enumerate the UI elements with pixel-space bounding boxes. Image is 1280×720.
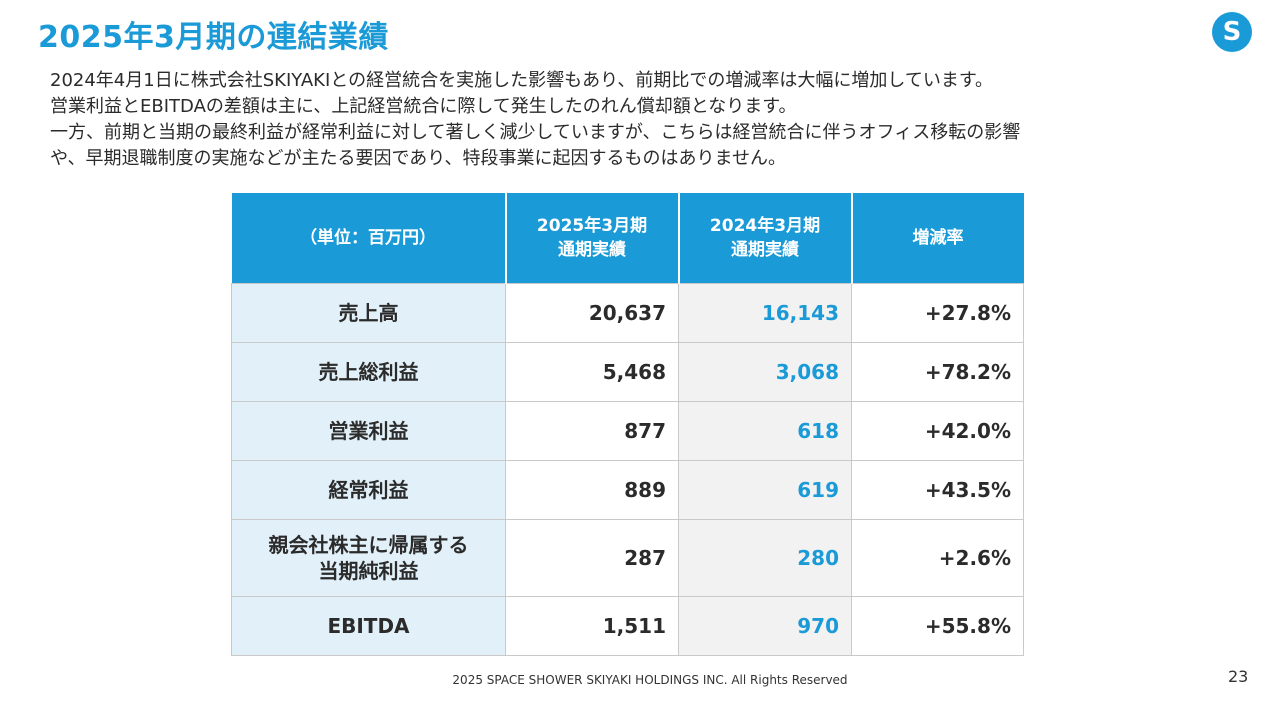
current-value: 877: [505, 401, 679, 461]
page-title: 2025年3月期の連結業績: [38, 20, 389, 55]
table-row: 売上高 20,637 16,143 +27.8%: [231, 283, 1024, 343]
row-label-line1: EBITDA: [327, 614, 410, 638]
row-label-line2: 当期純利益: [318, 559, 419, 583]
previous-value: 618: [678, 401, 852, 461]
table-row: 経常利益 889 619 +43.5%: [231, 460, 1024, 520]
header-rate: 増減率: [851, 193, 1024, 284]
header-current-period: 2025年3月期 通期実績: [505, 193, 680, 284]
change-rate: +43.5%: [851, 460, 1024, 520]
previous-value: 3,068: [678, 342, 852, 402]
copyright-footer: 2025 SPACE SHOWER SKIYAKI HOLDINGS INC. …: [452, 673, 848, 687]
header-previous-line2: 通期実績: [731, 240, 799, 260]
header-rate-label: 増減率: [912, 228, 964, 248]
header-current-line1: 2025年3月期: [536, 216, 648, 236]
previous-value: 280: [678, 519, 852, 597]
consolidated-results-table: （単位：百万円） 2025年3月期 通期実績 2024年3月期 通期実績 増減率…: [231, 193, 1024, 656]
row-label-line1: 売上総利益: [318, 360, 419, 384]
previous-value: 619: [678, 460, 852, 520]
row-label: 親会社株主に帰属する 当期純利益: [231, 519, 506, 597]
change-rate: +78.2%: [851, 342, 1024, 402]
previous-value: 970: [678, 596, 852, 656]
change-rate: +2.6%: [851, 519, 1024, 597]
header-unit-label: （単位：百万円）: [300, 228, 436, 248]
logo-letter: S: [1222, 17, 1242, 47]
table-row: 売上総利益 5,468 3,068 +78.2%: [231, 342, 1024, 402]
header-previous-period: 2024年3月期 通期実績: [678, 193, 853, 284]
company-logo-icon: S: [1212, 12, 1252, 52]
table-row: 親会社株主に帰属する 当期純利益 287 280 +2.6%: [231, 519, 1024, 597]
row-label: 経常利益: [231, 460, 506, 520]
change-rate: +42.0%: [851, 401, 1024, 461]
row-label: 営業利益: [231, 401, 506, 461]
row-label: 売上総利益: [231, 342, 506, 402]
row-label-line1: 経常利益: [328, 478, 409, 502]
current-value: 889: [505, 460, 679, 520]
row-label-line1: 親会社株主に帰属する: [268, 533, 469, 557]
description-line: 2024年4月1日に株式会社SKIYAKIとの経営統合を実施した影響もあり、前期…: [50, 70, 994, 91]
description-text: 2024年4月1日に株式会社SKIYAKIとの経営統合を実施した影響もあり、前期…: [50, 68, 1220, 172]
description-line: や、早期退職制度の実施などが主たる要因であり、特段事業に起因するものはありません…: [50, 148, 787, 169]
header-current-line2: 通期実績: [558, 240, 626, 260]
header-unit: （単位：百万円）: [231, 193, 507, 284]
page-number: 23: [1228, 667, 1249, 686]
header-previous-line1: 2024年3月期: [709, 216, 821, 236]
table-row: EBITDA 1,511 970 +55.8%: [231, 596, 1024, 656]
row-label-line1: 売上高: [338, 301, 399, 325]
current-value: 5,468: [505, 342, 679, 402]
change-rate: +55.8%: [851, 596, 1024, 656]
previous-value: 16,143: [678, 283, 852, 343]
row-label-line1: 営業利益: [328, 419, 409, 443]
current-value: 287: [505, 519, 679, 597]
description-line: 一方、前期と当期の最終利益が経常利益に対して著しく減少していますが、こちらは経営…: [50, 122, 1021, 143]
table-header-row: （単位：百万円） 2025年3月期 通期実績 2024年3月期 通期実績 増減率: [231, 193, 1024, 284]
current-value: 1,511: [505, 596, 679, 656]
table-row: 営業利益 877 618 +42.0%: [231, 401, 1024, 461]
row-label: EBITDA: [231, 596, 506, 656]
row-label: 売上高: [231, 283, 506, 343]
description-line: 営業利益とEBITDAの差額は主に、上記経営統合に際して発生したのれん償却額とな…: [50, 96, 797, 117]
current-value: 20,637: [505, 283, 679, 343]
change-rate: +27.8%: [851, 283, 1024, 343]
